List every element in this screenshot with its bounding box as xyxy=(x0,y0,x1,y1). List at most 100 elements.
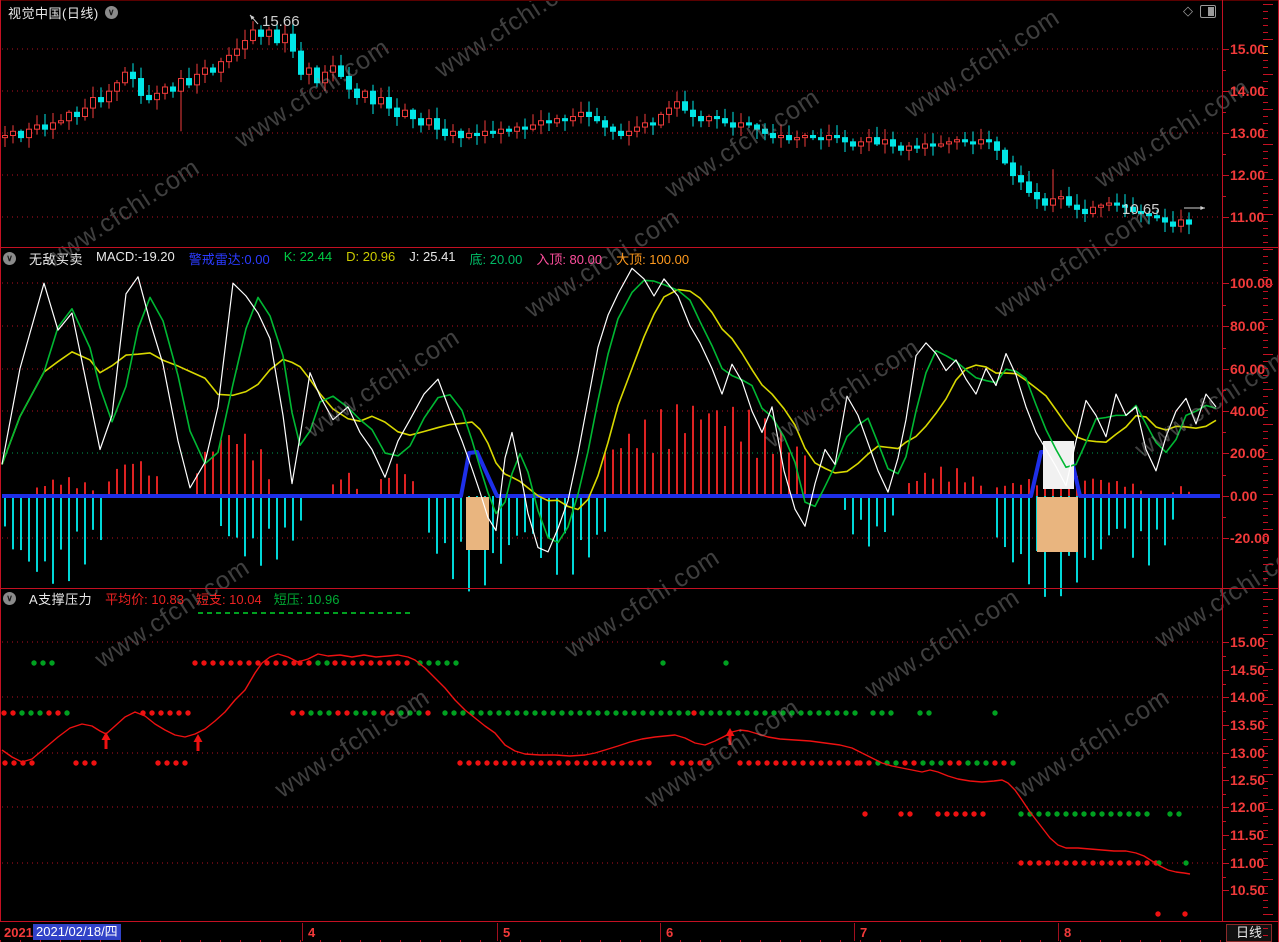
axis-label: 15.00 xyxy=(1230,41,1266,57)
ruler-tick xyxy=(1263,473,1268,474)
ruler-tick xyxy=(1263,186,1268,187)
chevron-down-icon[interactable]: ∨ xyxy=(3,591,16,605)
axis-label: 12.50 xyxy=(1230,772,1266,788)
diamond-icon[interactable]: ◇ xyxy=(1183,3,1193,18)
indicator-panel xyxy=(1,267,1220,597)
chevron-down-icon[interactable]: ∨ xyxy=(3,251,16,265)
ruler-tick xyxy=(1263,627,1268,628)
ruler-tick xyxy=(1263,25,1268,26)
ruler-tick xyxy=(1263,578,1268,579)
period-button[interactable]: 日线 xyxy=(1226,924,1272,942)
candlestick-panel: 15.66 10.65 xyxy=(2,13,1220,235)
axis-tick xyxy=(1222,49,1229,50)
ruler-tick xyxy=(1263,823,1268,824)
split-pane-icon[interactable] xyxy=(1200,4,1216,18)
year-label: 2021 xyxy=(4,925,33,940)
axis-minor-tick xyxy=(1222,432,1226,433)
axis-minor-tick xyxy=(1222,474,1226,476)
month-divider xyxy=(1058,923,1059,941)
ruler-tick xyxy=(1263,746,1268,747)
axis-tick xyxy=(1222,411,1229,412)
ruler-tick xyxy=(1263,886,1268,887)
ruler-tick xyxy=(1263,249,1273,250)
indicator-metric: MACD:-19.20 xyxy=(96,248,175,264)
axis-minor-tick xyxy=(1222,711,1226,712)
ruler-tick xyxy=(1263,326,1268,327)
ruler-tick xyxy=(1263,466,1268,467)
support-metric: 短压: 10.96 xyxy=(273,591,340,607)
ruler-tick xyxy=(1263,809,1273,810)
ruler-tick xyxy=(1263,536,1268,537)
axis-tick xyxy=(1222,326,1229,327)
ruler-tick xyxy=(1263,53,1268,54)
ruler-tick xyxy=(1263,284,1273,285)
month-divider xyxy=(302,923,303,941)
axis-tick xyxy=(1222,133,1229,134)
chevron-down-icon[interactable]: ∨ xyxy=(104,6,118,19)
ruler-tick xyxy=(1263,193,1268,194)
ruler-tick xyxy=(1263,88,1268,89)
ruler-tick xyxy=(1263,753,1268,754)
ruler-tick xyxy=(1263,67,1268,68)
indicator-header: ∨ 无敌买卖 MACD:-19.20 警戒雷达:0.00 K: 22.44 D: 20… xyxy=(3,249,689,268)
indicator-metrics: MACD:-19.20 警戒雷达:0.00 K: 22.44 D: 20.96 J: 2… xyxy=(96,249,689,268)
ruler-tick xyxy=(1263,774,1273,775)
ruler-tick xyxy=(1263,606,1268,607)
ruler-tick xyxy=(1263,242,1268,243)
ruler-tick xyxy=(1263,718,1268,719)
ruler-tick xyxy=(1263,767,1268,768)
axis-label: 12.00 xyxy=(1230,167,1266,183)
indicator-title: 无敌买卖 xyxy=(29,251,84,267)
axis-tick xyxy=(1222,175,1229,176)
ruler-tick xyxy=(1263,130,1268,131)
ruler-tick xyxy=(1263,403,1268,404)
ruler-tick xyxy=(1263,389,1273,390)
axis-minor-tick xyxy=(1222,821,1226,822)
ruler-tick xyxy=(1263,522,1268,523)
month-divider xyxy=(854,923,855,941)
ruler-tick xyxy=(1263,109,1273,110)
chart-canvas[interactable]: 15.66 10.65 xyxy=(0,0,1222,942)
ruler-tick xyxy=(1263,179,1273,180)
ruler-tick xyxy=(1263,564,1273,565)
month-divider xyxy=(497,923,498,941)
month-label: 8 xyxy=(1064,925,1072,940)
panel-separator-2 xyxy=(0,588,1279,589)
ruler-tick xyxy=(1263,123,1268,124)
axis-minor-tick xyxy=(1222,766,1226,768)
ruler-tick xyxy=(1263,200,1268,201)
ruler-tick xyxy=(1263,662,1268,663)
support-metric: 平均价: 10.83 xyxy=(105,591,184,607)
axis-tick xyxy=(1222,670,1229,671)
ruler-tick xyxy=(1263,438,1268,439)
ruler-tick xyxy=(1263,683,1268,684)
month-divider xyxy=(660,923,661,941)
axis-minor-tick xyxy=(1222,196,1226,197)
axis-label: 14.00 xyxy=(1230,83,1266,99)
axis-label: 100.00 xyxy=(1230,275,1273,291)
ruler-tick xyxy=(1263,487,1268,488)
ruler-tick xyxy=(1263,760,1268,761)
axis-minor-tick xyxy=(1222,154,1226,155)
axis-minor-tick xyxy=(1222,112,1226,113)
ruler-tick xyxy=(1263,830,1268,831)
ruler-tick xyxy=(1263,480,1268,481)
top-border xyxy=(0,0,1279,1)
axis-tick xyxy=(1222,890,1229,891)
date-bar: 2021 2021/02/18/四 4 5 6 7 8 日线 xyxy=(0,921,1279,942)
axis-label: 15.00 xyxy=(1230,634,1266,650)
ruler-tick xyxy=(1263,312,1268,313)
indicator-metric: D: 20.96 xyxy=(346,248,396,264)
ruler-tick xyxy=(1263,921,1268,922)
ruler-tick xyxy=(1263,900,1268,901)
ruler-tick xyxy=(1263,739,1273,740)
axis-tick xyxy=(1222,642,1229,643)
ruler-tick xyxy=(1263,158,1268,159)
ruler-tick xyxy=(1263,865,1268,866)
ruler-tick xyxy=(1263,256,1268,257)
axis-tick xyxy=(1222,217,1229,218)
axis-minor-tick xyxy=(1222,70,1226,71)
indicator-metric: K: 22.44 xyxy=(283,248,333,264)
ruler-tick xyxy=(1263,221,1268,222)
